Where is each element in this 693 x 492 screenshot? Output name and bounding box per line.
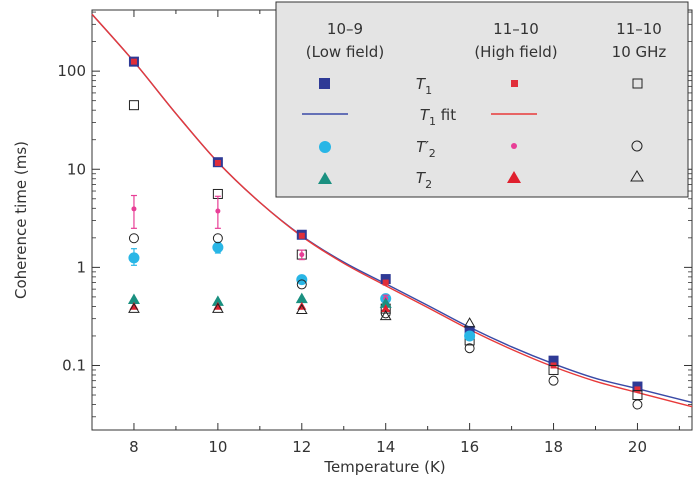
data-point-triangle-open bbox=[295, 303, 308, 314]
legend-row-t1fit-label: T1 fit bbox=[420, 106, 456, 128]
data-point-circle-open bbox=[212, 233, 223, 244]
legend-row-t1-label: T1 bbox=[416, 75, 432, 97]
data-point-circle bbox=[128, 252, 140, 264]
data-point-square bbox=[634, 386, 641, 393]
legend-box bbox=[275, 1, 689, 198]
x-axis-label: Temperature (K) bbox=[323, 458, 445, 476]
data-point-circle-open bbox=[128, 233, 139, 244]
data-point-triangle bbox=[381, 304, 391, 312]
data-point-square bbox=[380, 274, 391, 285]
legend-row-t2-label: T2 bbox=[416, 169, 432, 191]
data-point-square-open bbox=[632, 390, 643, 401]
y-tick-label: 1 bbox=[76, 258, 86, 276]
y-axis-label: Coherence time (ms) bbox=[12, 141, 30, 299]
y-tick-label: 10 bbox=[67, 160, 86, 178]
data-point-triangle bbox=[295, 292, 308, 304]
data-point-square bbox=[298, 232, 305, 239]
data-point-square-open bbox=[548, 364, 559, 375]
data-point-circle-open bbox=[548, 375, 559, 386]
fit-curve bbox=[91, 13, 693, 408]
legend-hf-circle-marker bbox=[511, 143, 517, 149]
data-point-square bbox=[548, 355, 559, 366]
data-point-circle-open bbox=[296, 279, 307, 290]
data-point-triangle bbox=[127, 293, 140, 305]
data-point-square bbox=[382, 279, 389, 286]
data-point-circle bbox=[464, 330, 476, 342]
y-tick-label: 100 bbox=[57, 62, 86, 80]
data-point-square bbox=[130, 58, 137, 65]
x-tick-label: 16 bbox=[460, 438, 479, 456]
data-point-circle bbox=[212, 241, 224, 253]
legend-col-10ghz-line2: 10 GHz bbox=[612, 43, 667, 61]
legend-row-t2prime-label: T′2 bbox=[416, 138, 436, 160]
data-point-circle bbox=[215, 208, 221, 214]
data-point-circle bbox=[131, 206, 137, 212]
legend-ghz-triangle-marker bbox=[630, 170, 644, 182]
legend-col-10ghz-line1: 11–10 bbox=[616, 20, 662, 38]
data-point-square-open bbox=[128, 100, 139, 111]
legend-ghz-square-marker bbox=[632, 78, 643, 89]
data-point-triangle-open bbox=[463, 317, 476, 328]
data-point-circle bbox=[299, 252, 305, 258]
x-tick-label: 12 bbox=[292, 438, 311, 456]
x-tick-label: 14 bbox=[376, 438, 395, 456]
axes-group: 8 10 12 14 16 18 20 0.1 1 10 100 bbox=[57, 9, 693, 456]
data-point-circle-open bbox=[464, 343, 475, 354]
legend-col-lowfield-line1: 10–9 bbox=[327, 20, 363, 38]
legend-col-lowfield-line2: (Low field) bbox=[306, 43, 384, 61]
legend-hf-square-marker bbox=[511, 80, 518, 87]
data-point-triangle bbox=[211, 295, 224, 306]
data-markers bbox=[127, 56, 643, 410]
data-point-triangle-open bbox=[379, 309, 392, 321]
legend-lf-square-marker bbox=[319, 78, 330, 89]
data-point-triangle-open bbox=[128, 302, 140, 313]
legend-lf-triangle-marker bbox=[318, 172, 332, 184]
x-tick-label: 18 bbox=[544, 438, 563, 456]
legend-lf-circle-marker bbox=[319, 141, 331, 153]
data-point-circle-open bbox=[632, 399, 643, 410]
legend-col-highfield-line2: (High field) bbox=[474, 43, 557, 61]
data-point-triangle bbox=[379, 297, 392, 308]
legend: 10–9 (Low field) 11–10 (High field) 11–1… bbox=[275, 1, 689, 198]
data-point-triangle-open bbox=[212, 302, 224, 313]
legend-hf-triangle-marker bbox=[507, 171, 521, 183]
y-tick-label: 0.1 bbox=[62, 356, 86, 374]
data-point-square bbox=[214, 159, 221, 166]
legend-ghz-circle-marker bbox=[631, 140, 643, 152]
x-tick-label: 8 bbox=[129, 438, 139, 456]
x-tick-label: 10 bbox=[208, 438, 227, 456]
x-tick-label: 20 bbox=[628, 438, 647, 456]
legend-col-highfield-line1: 11–10 bbox=[493, 20, 539, 38]
